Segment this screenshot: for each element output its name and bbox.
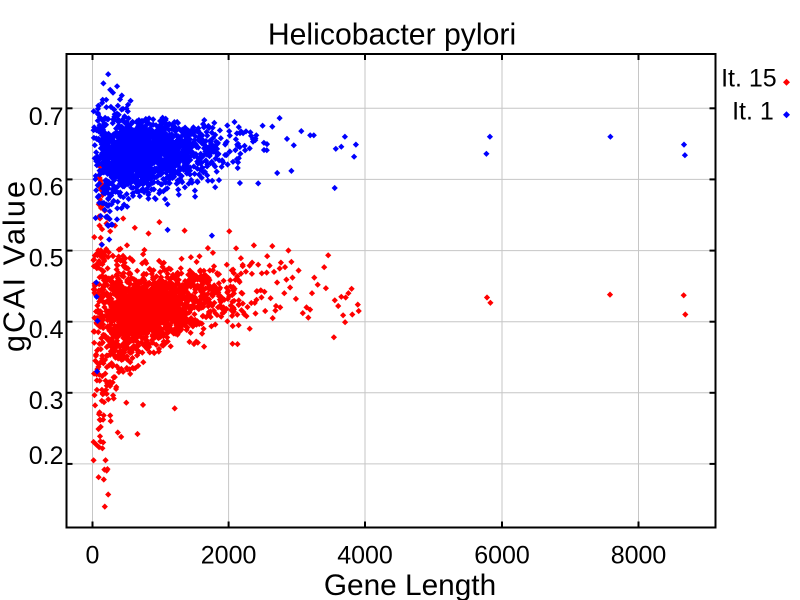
svg-text:0: 0: [86, 541, 100, 569]
svg-text:It. 15: It. 15: [721, 65, 777, 93]
svg-text:Helicobacter pylori: Helicobacter pylori: [268, 19, 516, 52]
svg-text:6000: 6000: [474, 541, 530, 569]
svg-text:0.2: 0.2: [29, 442, 64, 470]
svg-text:0.6: 0.6: [29, 174, 64, 202]
svg-text:It. 1: It. 1: [732, 97, 774, 125]
svg-text:0.3: 0.3: [29, 387, 64, 415]
svg-text:Gene Length: Gene Length: [324, 569, 496, 600]
svg-text:gCAI Value: gCAI Value: [0, 179, 32, 352]
svg-text:0.7: 0.7: [29, 103, 64, 131]
svg-text:8000: 8000: [611, 541, 667, 569]
svg-text:0.4: 0.4: [29, 316, 64, 344]
svg-text:0.5: 0.5: [29, 245, 64, 273]
svg-text:2000: 2000: [201, 541, 257, 569]
svg-text:4000: 4000: [337, 541, 393, 569]
